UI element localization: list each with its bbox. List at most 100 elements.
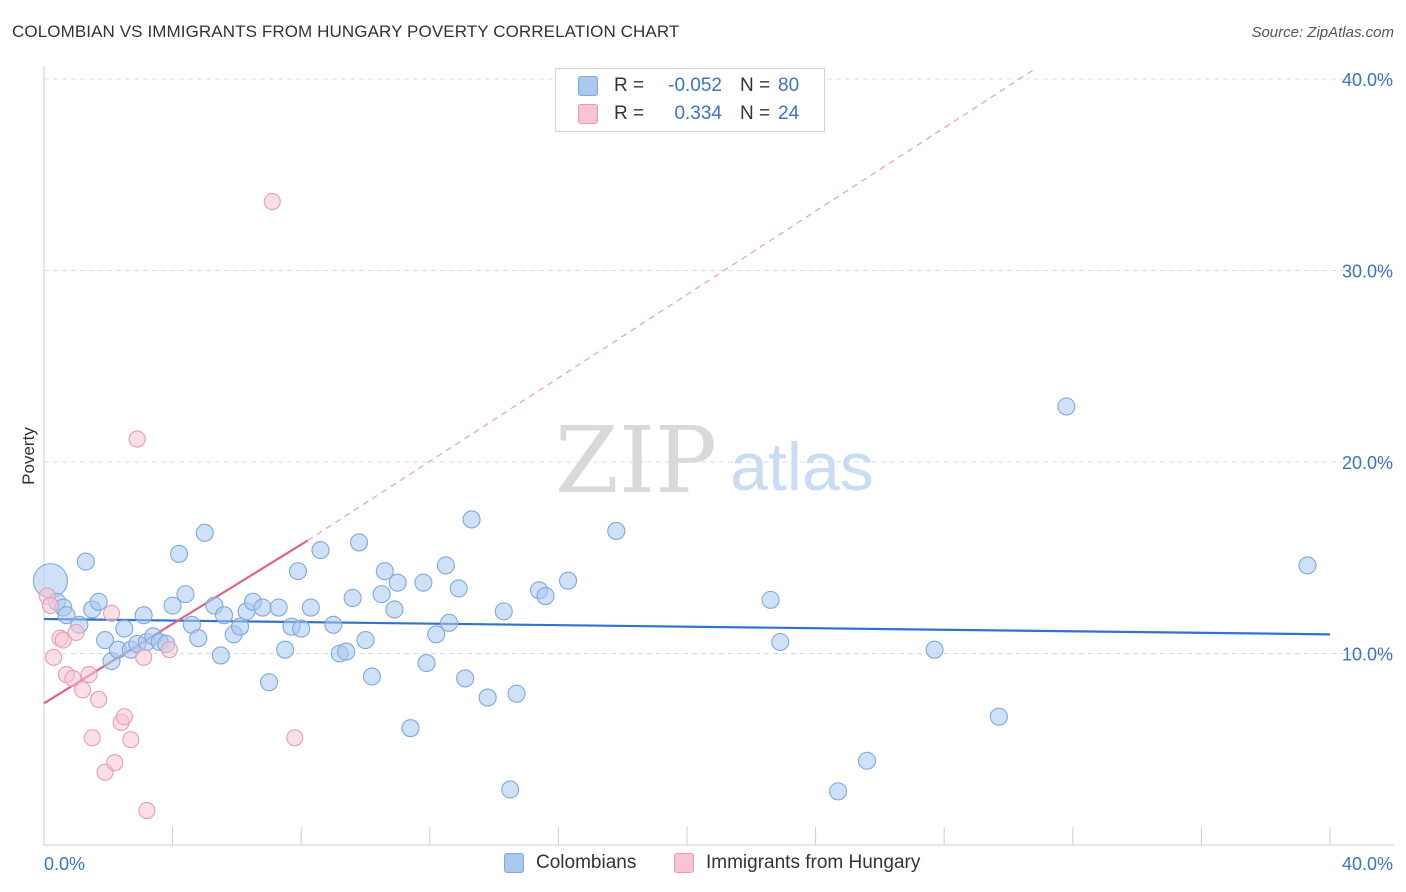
colombians-trend-line: [43, 617, 1331, 636]
colombians-point: [440, 613, 459, 632]
colombians-point: [501, 780, 520, 799]
hungary-point: [80, 666, 98, 684]
colombians-point: [76, 552, 95, 571]
colombians-point: [436, 556, 455, 575]
legend-swatch-blue-icon: [504, 853, 524, 873]
hungary-trend-extension: [307, 68, 1035, 542]
colombians-point: [301, 598, 320, 617]
colombians-point: [195, 523, 214, 542]
hungary-point: [263, 193, 281, 211]
legend-item-hungary[interactable]: Immigrants from Hungary: [674, 852, 920, 874]
colombians-point: [176, 585, 195, 604]
colombians-point: [115, 619, 134, 638]
axes: [43, 66, 1394, 846]
colombians-point: [558, 571, 578, 590]
colombians-point: [169, 544, 189, 563]
colombians-point: [401, 719, 420, 738]
hungary-point: [67, 623, 85, 641]
x-tick-label: 40.0%: [1342, 854, 1393, 874]
colombians-point: [259, 673, 279, 692]
hungary-point: [74, 681, 92, 699]
colombians-point: [292, 619, 311, 638]
hungary-point: [41, 597, 59, 615]
hungary-point: [102, 604, 121, 622]
hungary-point: [54, 631, 72, 649]
colombians-point: [388, 573, 407, 592]
colombians-point: [417, 654, 436, 673]
colombians-point: [449, 579, 468, 598]
hungary-point: [64, 669, 82, 687]
colombians-point: [134, 606, 153, 625]
x-tick-label: 0.0%: [44, 854, 85, 874]
y-axis-label: Poverty: [19, 427, 38, 485]
data-points: [32, 193, 1317, 820]
colombians-point: [356, 631, 375, 650]
colombians-point: [343, 588, 362, 608]
hungary-point: [106, 754, 124, 772]
colombians-point: [761, 590, 780, 609]
y-tick-label: 40.0%: [1342, 70, 1393, 90]
legend-n-value: 24: [778, 103, 800, 124]
colombians-point: [494, 602, 513, 621]
colombians-point: [456, 669, 475, 688]
colombians-point: [507, 684, 526, 703]
legend-r-value: 0.334: [674, 103, 722, 124]
colombians-point: [269, 598, 288, 617]
watermark-zip: ZIP: [555, 407, 717, 514]
legend-n-value: 80: [778, 75, 800, 96]
legend-r-value: -0.052: [668, 75, 722, 96]
stats-legend: R = -0.052 N = 80 R = 0.334 N = 24: [555, 68, 825, 132]
legend-label-hungary: Immigrants from Hungary: [706, 852, 921, 873]
colombians-point: [276, 640, 295, 659]
legend-row-colombians: R = -0.052 N = 80: [578, 72, 799, 100]
y-tick-label: 20.0%: [1342, 453, 1393, 473]
colombians-point: [189, 629, 208, 648]
colombians-point: [214, 606, 234, 625]
colombians-point: [771, 632, 790, 652]
colombians-point: [324, 615, 343, 634]
hungary-point: [115, 708, 133, 726]
colombians-point: [536, 586, 555, 606]
colombians-point: [478, 688, 497, 707]
colombians-point: [857, 751, 877, 770]
legend-swatch-pink-icon: [578, 104, 598, 124]
colombians-point: [829, 782, 848, 801]
colombians-point: [414, 573, 433, 592]
chart-title: COLOMBIAN VS IMMIGRANTS FROM HUNGARY POV…: [12, 22, 680, 41]
hungary-point: [135, 648, 153, 666]
colombians-point: [211, 646, 230, 665]
hungary-point: [122, 731, 140, 749]
colombians-point: [57, 606, 76, 625]
colombians-point: [311, 541, 330, 560]
hungary-point: [128, 430, 146, 448]
colombians-point: [375, 562, 394, 581]
legend-row-hungary: R = 0.334 N = 24: [578, 100, 799, 128]
hungary-point: [83, 729, 101, 747]
colombians-point: [462, 510, 481, 529]
colombians-point: [163, 596, 182, 615]
legend-r-label: R =: [614, 103, 645, 124]
y-tick-label: 30.0%: [1342, 262, 1393, 282]
legend-r-label: R =: [614, 75, 645, 96]
colombians-point: [362, 667, 381, 686]
colombians-point: [427, 625, 446, 644]
colombians-point: [89, 592, 108, 611]
colombians-point: [231, 617, 250, 636]
colombians-point: [989, 707, 1008, 726]
colombians-point: [350, 533, 369, 552]
grid-lines: [44, 78, 1394, 654]
hungary-point: [160, 641, 178, 659]
legend-swatch-blue-icon: [578, 76, 598, 96]
legend-label-colombians: Colombians: [536, 852, 637, 873]
colombians-point: [96, 631, 115, 650]
colombians-point: [372, 585, 391, 604]
hungary-point: [45, 648, 63, 666]
colombians-point: [925, 640, 944, 659]
source-credit: Source: ZipAtlas.com: [1251, 24, 1394, 41]
legend-item-colombians[interactable]: Colombians: [504, 852, 636, 874]
legend-n-label: N =: [740, 103, 771, 124]
legend-swatch-pink-icon: [674, 853, 694, 873]
hungary-point: [286, 729, 304, 747]
colombians-point: [1057, 397, 1076, 416]
colombians-point: [1298, 556, 1317, 575]
